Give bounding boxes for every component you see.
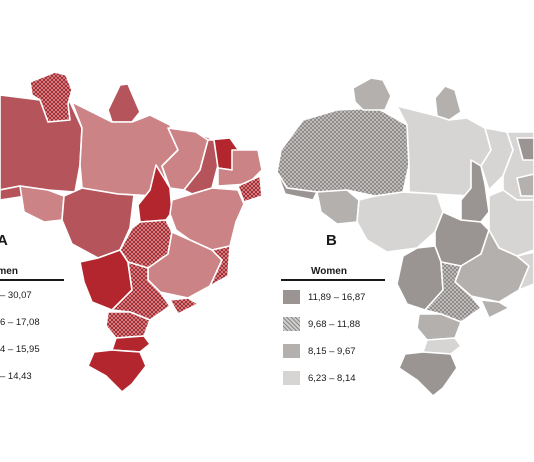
state-sergipe bbox=[516, 173, 534, 197]
state-acre bbox=[276, 171, 318, 201]
state-alagoas bbox=[237, 175, 263, 203]
state-amazonas bbox=[0, 94, 83, 193]
state-amapa bbox=[107, 83, 141, 123]
legend-item-a-4: – 14,43 bbox=[0, 371, 32, 382]
panel-label-a: A bbox=[0, 232, 8, 249]
legend-item-b-3: 8,15 – 9,67 bbox=[283, 344, 356, 358]
legend-range-a-3: 4 – 15,95 bbox=[0, 344, 40, 355]
state-rondonia bbox=[316, 189, 360, 225]
brazil-map-b bbox=[276, 77, 534, 397]
map-panel-a: A Women – 30,07 6 – 17,08 4 – 15,95 – 14… bbox=[0, 71, 263, 393]
legend-item-b-2: 9,68 – 11,88 bbox=[283, 317, 360, 331]
legend-title-a: Women bbox=[0, 266, 18, 277]
legend-rule-b bbox=[281, 279, 385, 281]
state-mato-grosso bbox=[61, 187, 135, 259]
panel-label-b: B bbox=[326, 232, 337, 249]
state-bahia bbox=[488, 189, 534, 257]
state-sao-paulo bbox=[111, 261, 171, 321]
legend-swatch-b-3 bbox=[283, 344, 300, 358]
state-ceara bbox=[516, 137, 534, 161]
legend-swatch-b-2 bbox=[283, 317, 300, 331]
state-santa-catarina bbox=[422, 337, 462, 355]
legend-title-b: Women bbox=[311, 266, 347, 277]
state-rio-de-janeiro bbox=[169, 297, 199, 315]
state-rio-de-janeiro bbox=[480, 299, 510, 319]
state-northeast-coast bbox=[217, 149, 263, 187]
state-espirito-santo bbox=[516, 251, 534, 291]
state-roraima bbox=[352, 77, 392, 111]
legend-swatch-b-1 bbox=[283, 290, 300, 304]
state-espirito-santo bbox=[209, 245, 231, 287]
state-mato-grosso bbox=[356, 191, 444, 253]
legend-swatch-b-4 bbox=[283, 371, 300, 385]
brazil-map-a bbox=[0, 71, 263, 393]
legend-rule-a bbox=[0, 279, 64, 281]
legend-item-a-1: – 30,07 bbox=[0, 290, 32, 301]
legend-range-a-4: – 14,43 bbox=[0, 371, 32, 382]
legend-item-a-3: 4 – 15,95 bbox=[0, 344, 40, 355]
state-santa-catarina bbox=[111, 335, 151, 353]
legend-range-b-1: 11,89 – 16,87 bbox=[308, 291, 366, 303]
legend-range-a-2: 6 – 17,08 bbox=[0, 317, 40, 328]
map-panel-b: B Women 11,89 – 16,87 9,68 – 11,88 8,15 … bbox=[267, 0, 534, 462]
state-bahia bbox=[169, 187, 245, 251]
legend-range-a-1: – 30,07 bbox=[0, 290, 32, 301]
state-rio-grande-do-sul bbox=[398, 351, 458, 397]
state-amapa bbox=[434, 85, 462, 121]
state-sao-paulo bbox=[424, 261, 482, 323]
legend-item-b-1: 11,89 – 16,87 bbox=[283, 290, 365, 304]
legend-range-b-2: 9,68 – 11,88 bbox=[308, 318, 361, 330]
legend-range-b-3: 8,15 – 9,67 bbox=[308, 345, 356, 357]
legend-range-b-4: 6,23 – 8,14 bbox=[308, 372, 356, 384]
legend-item-b-4: 6,23 – 8,14 bbox=[283, 371, 356, 385]
legend-item-a-2: 6 – 17,08 bbox=[0, 317, 40, 328]
state-roraima bbox=[29, 71, 73, 123]
state-rio-grande-do-sul bbox=[87, 349, 147, 393]
state-amazonas bbox=[276, 107, 410, 197]
